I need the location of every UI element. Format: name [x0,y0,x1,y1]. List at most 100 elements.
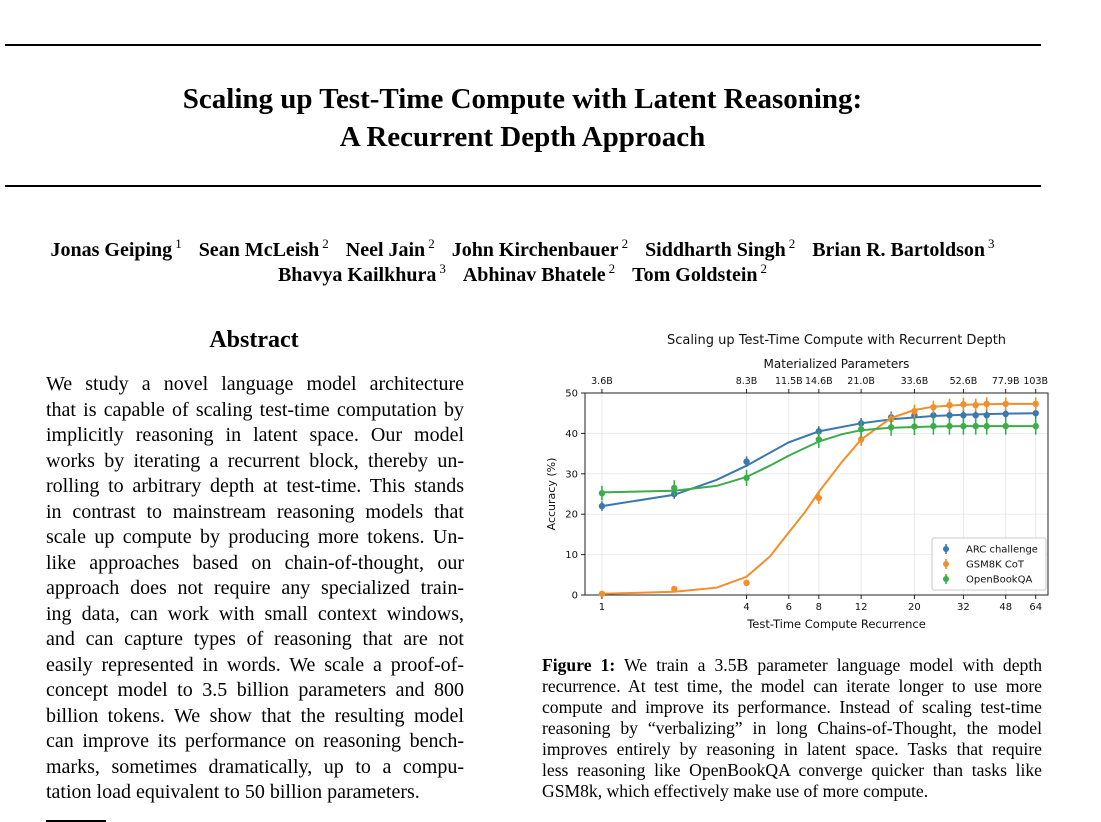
data-point [671,585,678,593]
caption-line: compute and improve its performance. Ins… [542,697,1042,717]
author: John Kirchenbauer 2 [452,236,629,261]
caption-line: recurrence. At test time, the model can … [542,676,1042,696]
x-tick-label: 6 [786,602,792,613]
author-affiliation: 2 [621,236,629,251]
data-point [972,401,979,409]
data-point [598,502,606,510]
author-affiliation: 3 [439,261,446,276]
title-rule-top [5,44,1041,46]
legend-label: GSM8K CoT [966,560,1025,571]
data-point [946,401,953,409]
data-point [815,494,823,502]
data-point [911,407,918,415]
legend-marker [943,576,949,582]
author: Sean McLeish 2 [198,236,329,261]
paper-title-line-1: Scaling up Test-Time Compute with Latent… [182,83,863,115]
caption-line: less reasoning like OpenBookQA converge … [542,760,1042,780]
secondary-tick-label: 11.5B [775,376,803,387]
author-name: Abhinav Bhatele [462,263,606,286]
legend-marker [943,546,949,552]
data-point [930,422,937,430]
data-point [598,590,606,597]
data-point [1002,410,1009,418]
data-point [743,579,750,587]
abstract-line: concept model to 3.5 billion parameters … [46,679,464,701]
legend-box [931,537,1047,591]
y-tick-label: 30 [565,469,578,480]
data-point [1002,400,1009,408]
legend-label: OpenBookQA [966,575,1032,586]
data-point [743,458,750,465]
legend-label: ARC challenge [966,545,1038,556]
abstract-line: billion tokens. We show that the resulti… [46,704,464,727]
x-tick-label: 20 [908,602,921,613]
secondary-tick-label: 103B [1023,376,1048,387]
caption-line: GSM8k, which effectively make use of mor… [542,781,929,801]
abstract-line: easily represented in words. We scale a … [46,653,464,676]
series-line-2 [601,425,1036,494]
author-affiliation: 2 [428,236,435,251]
abstract-line: We study a novel language model architec… [46,373,464,395]
x-tick-label: 8 [816,602,822,613]
y-tick-label: 20 [565,510,578,521]
data-point [960,422,967,430]
abstract-line: marks, sometimes dramatically, up to a c… [46,755,464,778]
abstract-line: scale up compute by producing more token… [46,526,464,548]
author-affiliation: 1 [175,236,182,251]
data-point [598,489,606,497]
y-tick-label: 40 [565,429,578,440]
author-name: Sean McLeish [198,238,320,261]
x-tick-label: 1 [599,602,605,613]
y-tick-label: 50 [565,389,578,400]
caption-line: reasoning by “verbalizing” in long Chain… [542,718,1042,738]
secondary-tick-label: 3.6B [591,376,613,387]
author: Jonas Geiping 1 [50,236,182,261]
y-tick-label: 0 [572,591,578,602]
secondary-tick-label: 33.6B [901,376,929,387]
secondary-tick-label: 21.0B [847,376,875,387]
caption-line: Figure 1: We train a 3.5B parameter lang… [542,655,1042,676]
abstract-line: rolling to arbitrary depth at test-time.… [46,475,464,497]
abstract-line: that is capable of scaling test-time com… [46,398,464,421]
chart: Scaling up Test-Time Compute with Recurr… [545,333,1049,631]
author-affiliation: 2 [788,236,796,251]
chart-title: Scaling up Test-Time Compute with Recurr… [667,333,1006,348]
secondary-tick-label: 8.3B [736,376,758,387]
author-name: Jonas Geiping [50,238,173,261]
series-line-0 [601,412,1036,508]
author: Tom Goldstein 2 [632,261,768,286]
data-point [960,412,967,419]
next-section-heading-cutoff [46,814,106,822]
data-point [743,474,750,482]
caption-text: We train a 3.5B parameter language model… [615,655,1042,675]
author-name: Bhavya Kailkhura [277,263,437,286]
author-name: Tom Goldstein [632,263,758,286]
figure-caption: Figure 1: We train a 3.5B parameter lang… [542,655,1042,802]
author-list-line-2: Bhavya Kailkhura 3 Abhinav Bhatele 2 Tom G… [0,257,1045,287]
author-affiliation: 2 [760,261,768,276]
author: Neel Jain 2 [345,236,435,261]
y-tick-label: 10 [565,550,578,561]
author-affiliation: 2 [322,236,329,251]
secondary-axis-label: Materialized Parameters [764,357,910,371]
author: Siddharth Singh 2 [645,236,796,261]
data-point [857,426,865,433]
data-point [983,422,990,430]
x-tick-label: 12 [855,602,868,613]
author-name: Siddharth Singh [645,238,786,261]
data-point [983,412,990,419]
plot-frame [584,392,1049,596]
paper-title-line-2: A Recurrent Depth Approach [339,121,706,153]
x-tick-label: 64 [1029,602,1042,613]
abstract-line: approach does not require any specialize… [46,577,464,599]
x-tick-label: 32 [957,602,970,613]
figure-1: Scaling up Test-Time Compute with Recurr… [530,320,1060,640]
data-point [1032,422,1039,430]
data-point [815,436,823,443]
y-axis-label: Accuracy (%) [545,458,558,531]
data-point [911,423,918,430]
author-affiliation: 2 [608,261,616,276]
data-point [960,401,967,408]
author-list-line-1: Jonas Geiping 1 Sean McLeish 2 Neel Jain 2 … [0,232,1045,262]
author-name: Neel Jain [345,238,426,261]
